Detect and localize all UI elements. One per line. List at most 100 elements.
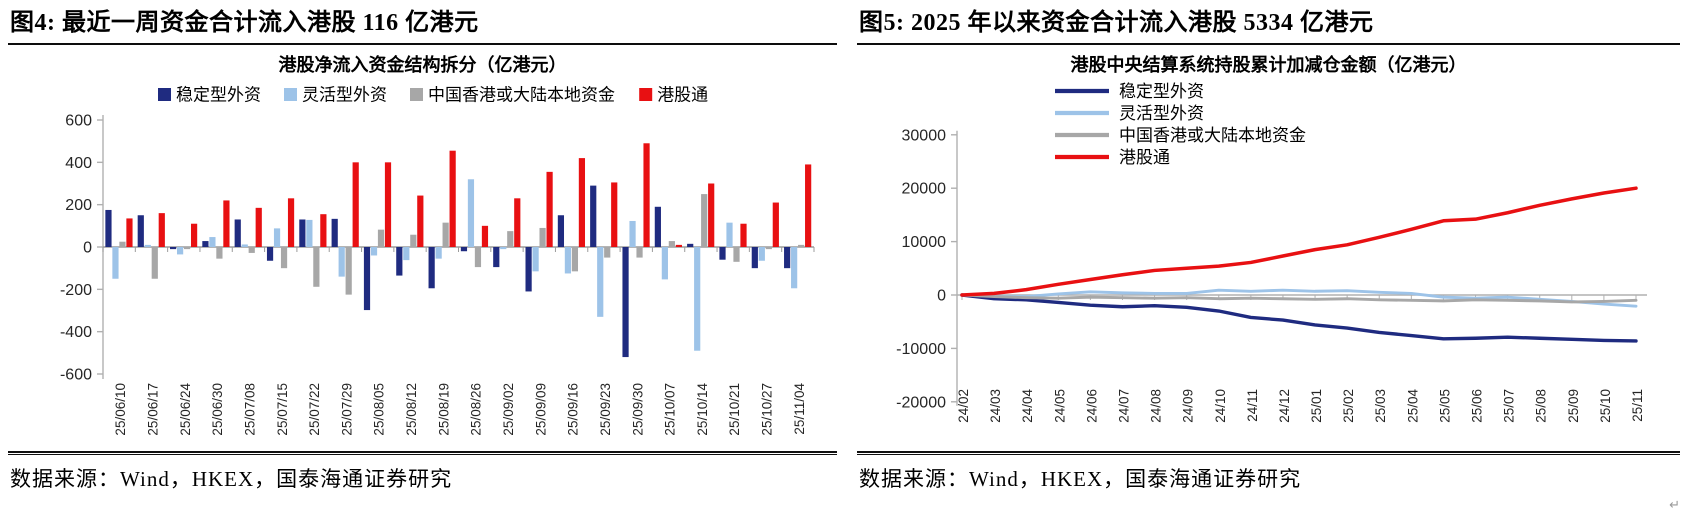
bar-light_blue: [144, 244, 151, 247]
bar-light_blue: [629, 220, 636, 247]
x-tick-label: 25/09: [1566, 389, 1581, 423]
figure4-title-rule: [8, 43, 837, 45]
bar-red: [190, 223, 198, 247]
x-tick-label: 24/06: [1084, 389, 1099, 423]
x-tick-label: 25/09/30: [630, 383, 645, 436]
bar-dark_blue: [234, 219, 241, 247]
bar-red: [578, 158, 586, 247]
legend-label: 稳定型外资: [1119, 82, 1204, 101]
bar-light_blue: [273, 228, 281, 247]
bar-gray: [119, 241, 126, 247]
figure4-bar-chart: 600 400 200 0 -200 -400 -600 25/06/10 25/06/17 25…: [60, 86, 815, 436]
bar-red: [255, 207, 262, 247]
x-tick-label: 24/10: [1213, 389, 1228, 423]
legend-swatch: [410, 88, 423, 101]
figure4-source: 数据来源：Wind，HKEX，国泰海通证券研究: [10, 467, 453, 491]
x-tick-label: 24/04: [1020, 389, 1035, 423]
bar-red: [449, 150, 456, 247]
x-tick-label: 25/09/16: [566, 383, 581, 436]
bar-light_blue: [338, 247, 345, 277]
paragraph-mark: ↵: [1669, 498, 1680, 513]
y-tick-label: 30000: [902, 127, 947, 144]
legend-swatch: [158, 88, 171, 101]
bar-light_blue: [176, 247, 184, 255]
bar-light_blue: [435, 247, 442, 259]
line-series-dark_blue: [960, 293, 1638, 343]
x-tick-label: 24/02: [956, 389, 971, 423]
bar-light_blue: [726, 222, 733, 247]
bar-gray: [701, 194, 708, 247]
bar-dark_blue: [622, 247, 629, 358]
bar-dark_blue: [687, 243, 694, 247]
y-tick-label: -400: [60, 324, 92, 341]
bar-red: [287, 198, 295, 247]
bar-dark_blue: [590, 185, 597, 247]
x-tick-label: 25/06/24: [178, 383, 193, 436]
bar-red: [675, 244, 682, 247]
x-tick-label: 24/03: [988, 389, 1003, 423]
x-tick-label: 25/06/30: [210, 383, 225, 436]
bar-red: [481, 225, 489, 247]
y-tick-label: 600: [65, 113, 92, 130]
bar-gray: [571, 247, 579, 272]
x-tick-label: 25/09/02: [501, 383, 516, 436]
x-tick-label: 25/10/21: [727, 383, 742, 436]
bar-red: [805, 164, 812, 247]
y-tick-label: 20000: [902, 181, 947, 198]
x-tick-label: 25/07: [1502, 389, 1517, 423]
x-tick-label: 25/06/10: [113, 383, 128, 436]
bar-light_blue: [791, 247, 798, 289]
bar-gray: [280, 247, 288, 269]
bar-gray: [539, 227, 546, 247]
bar-dark_blue: [299, 219, 306, 247]
x-tick-label: 25/08/19: [436, 383, 451, 436]
bar-red: [611, 182, 618, 247]
bar-gray: [248, 247, 255, 253]
bar-dark_blue: [396, 247, 403, 276]
bar-dark_blue: [525, 247, 532, 292]
x-tick-label: 25/08/12: [404, 383, 419, 436]
figure5-chart-title: 港股中央结算系统持股累计加减仓金额（亿港元）: [1070, 55, 1467, 75]
x-tick-label: 25/07/22: [307, 383, 322, 436]
x-tick-label: 24/07: [1116, 389, 1131, 423]
bar-dark_blue: [331, 218, 338, 247]
x-tick-label: 25/07/29: [339, 383, 354, 436]
bar-gray: [377, 229, 385, 247]
x-tick-label: 25/07/08: [242, 383, 257, 436]
bar-red: [320, 214, 327, 247]
bar-red: [158, 213, 165, 247]
bar-gray: [183, 247, 191, 250]
bar-light_blue: [694, 247, 701, 351]
bar-red: [417, 195, 424, 247]
bar-gray: [765, 247, 772, 250]
bar-dark_blue: [493, 247, 500, 268]
x-tick-label: 25/08/05: [372, 383, 387, 436]
figure4-chart-title: 港股净流入资金结构拆分（亿港元）: [278, 55, 567, 75]
bar-dark_blue: [751, 247, 758, 269]
bar-gray: [410, 234, 417, 247]
line-series-gray: [960, 293, 1638, 304]
bar-gray: [636, 247, 643, 258]
legend-label: 稳定型外资: [176, 86, 261, 105]
bar-red: [384, 162, 392, 247]
y-tick-label: -200: [60, 282, 92, 299]
bar-light_blue: [597, 247, 604, 317]
legend-label: 灵活型外资: [302, 86, 387, 105]
bar-light_blue: [403, 247, 410, 261]
x-tick-label: 25/04: [1405, 389, 1420, 423]
bar-dark_blue: [654, 206, 661, 247]
legend-label: 港股通: [657, 86, 708, 105]
bar-light_blue: [209, 237, 216, 247]
x-tick-label: 24/12: [1277, 389, 1292, 423]
bar-gray: [604, 247, 611, 258]
x-tick-label: 25/02: [1341, 389, 1356, 423]
bar-gray: [442, 222, 449, 247]
x-tick-label: 25/06/17: [145, 383, 160, 436]
figure5-line-chart: 30000 20000 10000 0 -10000 -20000 24/02 24/03 24…: [896, 82, 1647, 423]
bar-red: [546, 171, 553, 247]
y-tick-label: 0: [83, 240, 92, 257]
legend-swatch: [284, 88, 297, 101]
x-tick-label: 25/11: [1630, 389, 1645, 422]
x-tick-label: 24/09: [1181, 389, 1196, 423]
